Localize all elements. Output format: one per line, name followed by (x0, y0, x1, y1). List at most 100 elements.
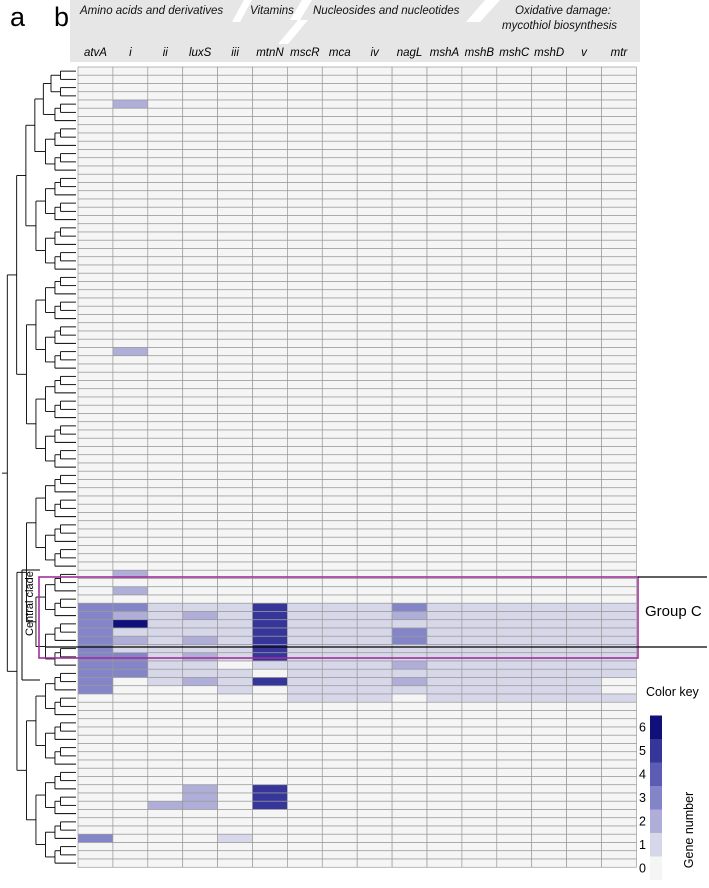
cell-r91-mscR (287, 817, 323, 827)
cell-r12-iii (217, 165, 253, 175)
cell-r19-mshB (461, 223, 498, 233)
cell-r43-mtr (601, 421, 637, 431)
cell-r66-ii (147, 611, 184, 621)
cell-r75-mshB (461, 685, 498, 695)
cell-r21-iv (356, 239, 393, 249)
cell-r84-mca (321, 759, 358, 769)
cell-r5-iii (217, 107, 253, 117)
cell-r92-ii (147, 825, 184, 835)
cell-r46-mca (321, 446, 358, 456)
cell-r96-mshA (426, 858, 463, 868)
cell-r92-iii (217, 825, 253, 835)
cell-r15-iii (217, 190, 253, 200)
cell-r29-nagL (391, 305, 428, 315)
cell-r20-mshD (531, 231, 567, 241)
cell-r40-ii (147, 396, 184, 406)
cell-r50-iv (356, 479, 393, 489)
cell-r72-mshD (531, 660, 567, 670)
cell-r69-v (566, 635, 602, 645)
cell-r45-ii (147, 437, 184, 447)
cell-r8-i (112, 132, 149, 142)
cell-r92-atvA (77, 825, 114, 835)
cell-r69-ii (147, 635, 184, 645)
cell-r22-nagL (391, 248, 428, 258)
cell-r73-mshC (496, 668, 533, 678)
cell-r80-mshB (461, 726, 498, 736)
cell-r93-i (112, 833, 149, 843)
cell-r70-mscR (287, 644, 323, 654)
cell-r51-v (566, 487, 602, 497)
cell-r56-v (566, 528, 602, 538)
cell-r37-atvA (77, 371, 114, 381)
cell-r94-ii (147, 842, 184, 852)
cell-r87-mshC (496, 784, 533, 794)
cell-r13-mtnN (252, 173, 288, 183)
cell-r85-mshB (461, 767, 498, 777)
cell-r34-mtr (601, 347, 637, 357)
cell-r70-ii (147, 644, 184, 654)
cell-r13-iv (356, 173, 393, 183)
cell-r71-mshB (461, 652, 498, 662)
cell-r0-mscR (287, 66, 323, 76)
cell-r6-mshB (461, 116, 498, 126)
cell-r16-mshD (531, 198, 567, 208)
cell-r55-atvA (77, 520, 114, 530)
cell-r1-luxS (182, 74, 218, 84)
cell-r85-v (566, 767, 602, 777)
cell-r84-v (566, 759, 602, 769)
cell-r36-luxS (182, 363, 218, 373)
cell-r66-i (112, 611, 149, 621)
cell-r84-nagL (391, 759, 428, 769)
cell-r50-mshA (426, 479, 463, 489)
cell-r87-mtnN (252, 784, 288, 794)
cell-r91-mshA (426, 817, 463, 827)
cell-r23-mtnN (252, 256, 288, 266)
cell-r38-atvA (77, 380, 114, 390)
cell-r20-mtnN (252, 231, 288, 241)
cell-r8-mtr (601, 132, 637, 142)
cell-r59-mshD (531, 553, 567, 563)
cell-r78-mtnN (252, 710, 288, 720)
cell-r93-luxS (182, 833, 218, 843)
cell-r88-mshA (426, 792, 463, 802)
cell-r0-v (566, 66, 602, 76)
cell-r26-mshC (496, 281, 533, 291)
cell-r75-mtnN (252, 685, 288, 695)
cell-r76-mshB (461, 693, 498, 703)
cell-r65-mscR (287, 602, 323, 612)
cell-r50-mca (321, 479, 358, 489)
cell-r68-v (566, 627, 602, 637)
cell-r65-atvA (77, 602, 114, 612)
cell-r34-iv (356, 347, 393, 357)
category-vitamins: Vitamins (250, 5, 294, 17)
cell-r31-mshB (461, 322, 498, 332)
cell-r70-mshD (531, 644, 567, 654)
cell-r55-mtr (601, 520, 637, 530)
cell-r64-ii (147, 594, 184, 604)
cell-r39-atvA (77, 388, 114, 398)
cell-r95-mtnN (252, 850, 288, 860)
cell-r81-mshA (426, 734, 463, 744)
cell-r65-mshD (531, 602, 567, 612)
cell-r63-mca (321, 586, 358, 596)
cell-r96-mshD (531, 858, 567, 868)
cell-r40-iii (217, 396, 253, 406)
cell-r43-nagL (391, 421, 428, 431)
cell-r40-mscR (287, 396, 323, 406)
cell-r14-iii (217, 182, 253, 192)
cell-r17-mtr (601, 206, 637, 216)
cell-r86-mshD (531, 776, 567, 786)
cell-r70-mtnN (252, 644, 288, 654)
cell-r13-i (112, 173, 149, 183)
cell-r58-nagL (391, 545, 428, 555)
group-c-annotation: Group C (38, 576, 707, 659)
cell-r11-mshB (461, 157, 498, 167)
cell-r10-atvA (77, 149, 114, 159)
cell-r92-i (112, 825, 149, 835)
cell-r73-mshD (531, 668, 567, 678)
cell-r3-atvA (77, 91, 114, 101)
cell-r66-v (566, 611, 602, 621)
cell-r53-mtr (601, 503, 637, 513)
cell-r92-mtnN (252, 825, 288, 835)
cell-r74-mshB (461, 677, 498, 687)
